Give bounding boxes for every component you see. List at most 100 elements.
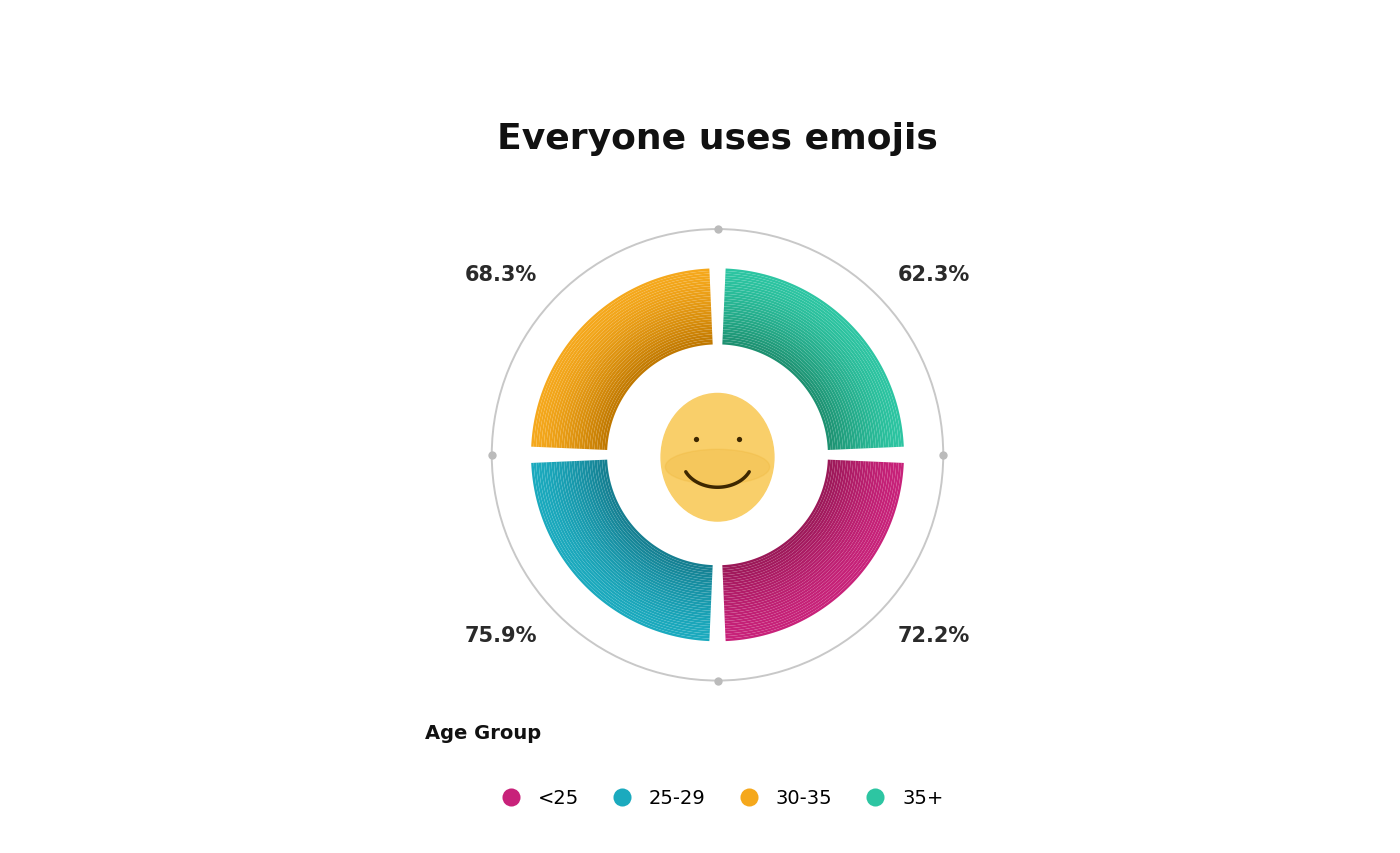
Polygon shape [552,462,710,621]
Polygon shape [724,462,878,616]
Polygon shape [724,317,855,450]
Polygon shape [567,305,711,449]
Polygon shape [580,461,711,594]
Polygon shape [549,287,710,448]
Polygon shape [722,338,836,450]
Polygon shape [531,270,710,447]
Polygon shape [722,328,846,450]
Polygon shape [724,462,876,613]
Polygon shape [564,302,711,449]
Polygon shape [725,281,892,448]
Ellipse shape [661,394,774,521]
Polygon shape [549,462,710,624]
Polygon shape [574,312,711,450]
Polygon shape [724,312,861,450]
Ellipse shape [665,450,770,485]
Polygon shape [539,276,710,448]
Polygon shape [722,461,836,573]
Polygon shape [595,461,713,578]
Polygon shape [724,461,864,601]
Polygon shape [561,299,711,449]
Polygon shape [557,294,711,449]
Polygon shape [725,287,886,448]
Polygon shape [582,461,711,591]
Text: Age Group: Age Group [424,722,540,742]
Polygon shape [559,297,711,449]
Polygon shape [724,462,874,611]
Polygon shape [592,330,713,450]
Polygon shape [533,272,710,447]
Polygon shape [587,461,713,586]
Polygon shape [722,461,839,576]
Polygon shape [599,461,713,573]
Polygon shape [570,461,711,603]
Polygon shape [536,463,710,636]
Polygon shape [570,307,711,449]
Polygon shape [722,333,840,450]
Polygon shape [599,338,713,450]
Polygon shape [577,315,711,450]
Polygon shape [557,462,711,616]
Polygon shape [722,325,848,450]
Polygon shape [554,292,710,449]
Text: 75.9%: 75.9% [465,625,538,646]
Text: 72.2%: 72.2% [897,625,970,646]
Polygon shape [724,315,858,450]
Polygon shape [605,343,713,450]
Polygon shape [724,461,853,591]
Polygon shape [724,307,865,449]
Polygon shape [531,463,710,641]
Polygon shape [571,461,711,601]
Polygon shape [595,333,713,450]
Polygon shape [725,462,892,629]
Polygon shape [722,461,848,586]
Polygon shape [587,325,713,450]
Polygon shape [725,462,881,618]
Polygon shape [722,343,830,450]
Polygon shape [722,461,843,581]
Polygon shape [725,463,902,639]
Polygon shape [724,297,876,449]
Polygon shape [559,462,711,613]
Polygon shape [724,320,853,450]
Polygon shape [574,461,711,598]
Polygon shape [561,462,711,611]
Polygon shape [546,462,710,626]
Polygon shape [543,462,710,629]
Polygon shape [725,289,883,448]
Polygon shape [725,292,881,449]
Polygon shape [722,460,830,568]
Polygon shape [725,279,893,448]
Polygon shape [725,276,896,448]
Polygon shape [725,275,899,448]
Polygon shape [725,284,889,448]
Polygon shape [539,463,710,634]
Polygon shape [724,310,864,449]
Polygon shape [722,340,833,450]
Polygon shape [722,461,846,583]
Polygon shape [543,281,710,448]
Polygon shape [546,284,710,448]
Polygon shape [571,310,711,449]
Polygon shape [724,299,874,449]
Polygon shape [602,340,713,450]
Polygon shape [724,461,871,608]
Polygon shape [542,279,710,448]
Polygon shape [580,317,711,450]
Polygon shape [724,305,868,449]
Polygon shape [725,463,896,634]
Polygon shape [584,461,711,589]
Polygon shape [552,289,710,448]
Polygon shape [536,275,710,448]
Polygon shape [725,270,904,447]
Polygon shape [542,463,710,631]
Polygon shape [589,328,713,450]
Polygon shape [724,461,851,589]
Polygon shape [724,461,868,606]
Polygon shape [725,462,883,621]
Polygon shape [589,461,713,583]
Polygon shape [725,462,889,626]
Polygon shape [724,322,851,450]
Polygon shape [567,461,711,606]
Polygon shape [577,461,711,595]
